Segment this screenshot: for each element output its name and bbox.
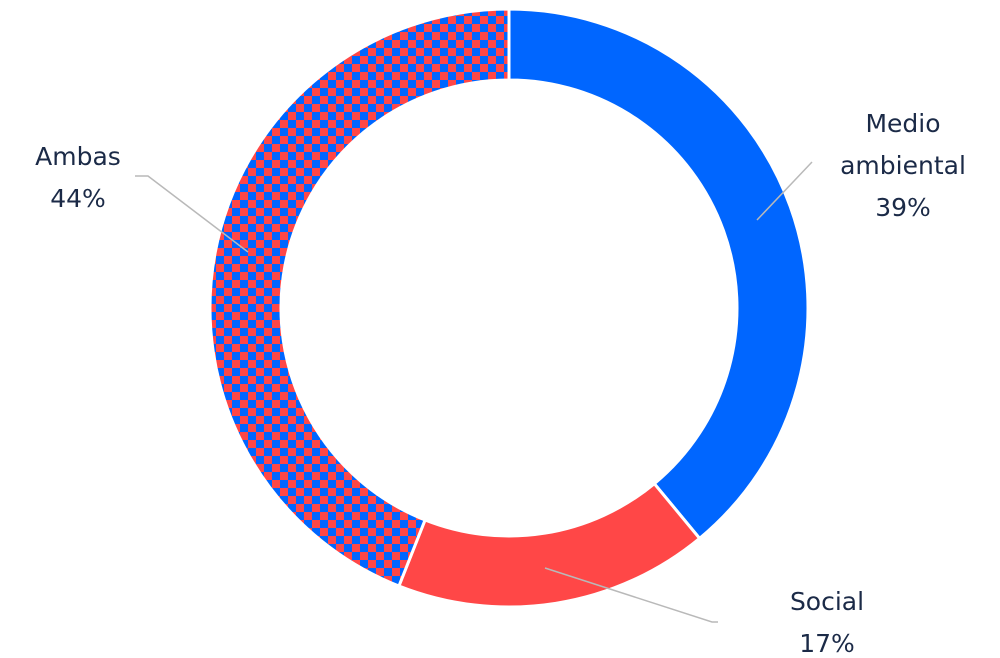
category-label: Medio ambiental bbox=[840, 109, 966, 180]
leader-line bbox=[544, 567, 718, 623]
donut-segment bbox=[396, 481, 702, 609]
leader-line bbox=[135, 175, 249, 253]
donut-segment bbox=[208, 7, 511, 588]
value-label: 44% bbox=[50, 184, 106, 213]
value-label: 17% bbox=[799, 629, 855, 658]
leader-line bbox=[756, 161, 813, 221]
category-label: Ambas bbox=[35, 142, 121, 171]
value-label: 39% bbox=[875, 193, 931, 222]
donut-segment bbox=[507, 7, 810, 541]
category-label: Social bbox=[790, 587, 864, 616]
